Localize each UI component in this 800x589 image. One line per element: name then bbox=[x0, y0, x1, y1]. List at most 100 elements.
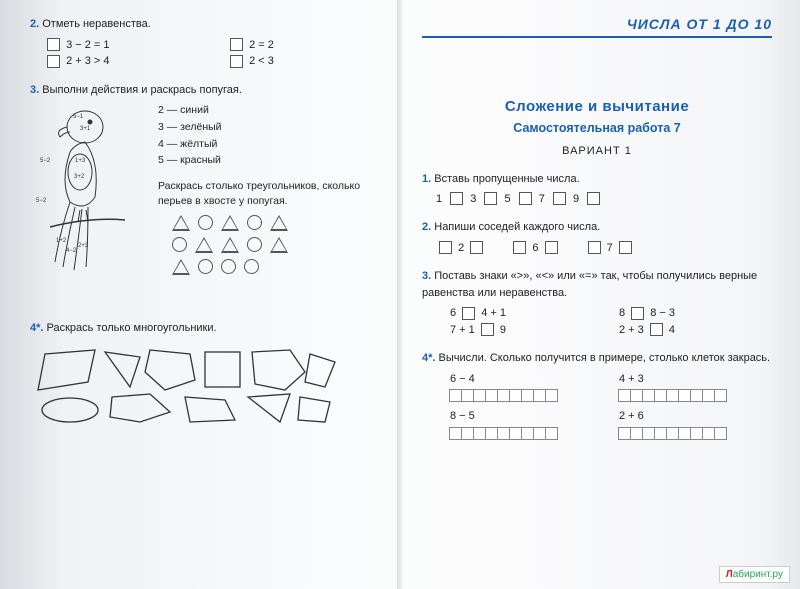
blank-box[interactable] bbox=[470, 241, 483, 254]
svg-text:5−1: 5−1 bbox=[73, 114, 84, 120]
blank-box[interactable] bbox=[519, 192, 532, 205]
task-4-num: 4*. bbox=[30, 322, 43, 334]
svg-text:3+2: 3+2 bbox=[74, 174, 85, 180]
watermark-b: абиринт.ру bbox=[733, 569, 783, 580]
grid-row[interactable] bbox=[450, 427, 589, 440]
ineq-3: 2 < 3 bbox=[249, 55, 274, 67]
triangle-icon bbox=[221, 215, 239, 231]
blank-box[interactable] bbox=[450, 192, 463, 205]
polygon-shapes bbox=[30, 342, 380, 433]
calc-r1: 2 + 6 bbox=[619, 408, 772, 425]
blank-box[interactable] bbox=[553, 192, 566, 205]
checkbox[interactable] bbox=[47, 38, 60, 51]
svg-text:4−2: 4−2 bbox=[66, 248, 77, 254]
section-subtitle: Самостоятельная работа 7 bbox=[422, 121, 772, 135]
calc-l0: 6 − 4 bbox=[450, 371, 589, 388]
task-3-right: 2 — синий 3 — зелёный 4 — жёлтый 5 — кра… bbox=[158, 102, 380, 308]
svg-text:5−2: 5−2 bbox=[40, 158, 51, 164]
legend-2: 4 — жёлтый bbox=[158, 136, 380, 153]
left-page: 2. Отметь неравенства. 3 − 2 = 1 2 + 3 >… bbox=[0, 0, 400, 589]
blank-box[interactable] bbox=[462, 307, 475, 320]
task-2-items: 3 − 2 = 1 2 + 3 > 4 2 = 2 2 < 3 bbox=[44, 37, 380, 70]
task-3-title: Выполни действия и раскрась попугая. bbox=[42, 84, 242, 96]
blank-box[interactable] bbox=[650, 323, 663, 336]
r-task-3-num: 3. bbox=[422, 270, 431, 282]
r-task-3-title: Поставь знаки «>», «<» или «=» так, чтоб… bbox=[422, 270, 757, 299]
neighbors-row: 2 6 7 bbox=[436, 240, 772, 257]
legend-1: 3 — зелёный bbox=[158, 119, 380, 136]
blank-box[interactable] bbox=[545, 241, 558, 254]
circle-icon bbox=[247, 215, 262, 230]
task-3-num: 3. bbox=[30, 84, 39, 96]
task-4-left: 4*. Раскрась только многоугольники. bbox=[30, 320, 380, 433]
r-task-1: 1. Вставь пропущенные числа. 1 3 5 7 9 bbox=[422, 171, 772, 207]
ineq-0: 3 − 2 = 1 bbox=[66, 39, 109, 51]
parrot-drawing: 5−1 3+1 5−2 1+3 3+2 5−2 1+2 4−2 2+3 bbox=[30, 102, 150, 308]
checkbox[interactable] bbox=[230, 38, 243, 51]
legend-0: 2 — синий bbox=[158, 102, 380, 119]
ineq-2: 2 + 3 > 4 bbox=[66, 55, 109, 67]
r-task-4-title: Вычисли. Сколько получится в примере, ст… bbox=[439, 352, 771, 364]
triangle-icon bbox=[195, 237, 213, 253]
r-task-3: 3. Поставь знаки «>», «<» или «=» так, ч… bbox=[422, 268, 772, 338]
svg-text:1+2: 1+2 bbox=[56, 238, 67, 244]
r-task-2: 2. Напиши соседей каждого числа. 2 6 7 bbox=[422, 219, 772, 256]
r-task-2-num: 2. bbox=[422, 221, 431, 233]
calc-l1: 8 − 5 bbox=[450, 408, 589, 425]
svg-text:1+3: 1+3 bbox=[75, 158, 86, 164]
grid-row[interactable] bbox=[619, 389, 772, 402]
task-2-title: Отметь неравенства. bbox=[42, 18, 151, 30]
task-3: 3. Выполни действия и раскрась попугая. bbox=[30, 82, 380, 308]
sequence: 1 3 5 7 9 bbox=[436, 191, 772, 208]
task-4-title: Раскрась только многоугольники. bbox=[47, 322, 217, 334]
blank-box[interactable] bbox=[481, 323, 494, 336]
legend-3: 5 — красный bbox=[158, 152, 380, 169]
triangle-icon bbox=[172, 259, 190, 275]
shapes-row-2 bbox=[172, 237, 380, 253]
r-task-4-num: 4*. bbox=[422, 352, 435, 364]
svg-text:2+3: 2+3 bbox=[78, 243, 89, 249]
circle-icon bbox=[198, 259, 213, 274]
page-header: ЧИСЛА ОТ 1 ДО 10 bbox=[422, 16, 772, 38]
ineq-1: 2 = 2 bbox=[249, 39, 274, 51]
triangle-icon bbox=[172, 215, 190, 231]
circle-icon bbox=[244, 259, 259, 274]
right-page: ЧИСЛА ОТ 1 ДО 10 Сложение и вычитание Са… bbox=[400, 0, 800, 589]
blank-box[interactable] bbox=[588, 241, 601, 254]
neighbor-val-2: 7 bbox=[607, 242, 613, 254]
checkbox[interactable] bbox=[47, 55, 60, 68]
task-2-num: 2. bbox=[30, 18, 39, 30]
calc-r0: 4 + 3 bbox=[619, 371, 772, 388]
r-task-2-title: Напиши соседей каждого числа. bbox=[434, 221, 600, 233]
circle-icon bbox=[247, 237, 262, 252]
r-task-4: 4*. Вычисли. Сколько получится в примере… bbox=[422, 350, 772, 440]
variant-label: ВАРИАНТ 1 bbox=[422, 145, 772, 157]
blank-box[interactable] bbox=[587, 192, 600, 205]
blank-box[interactable] bbox=[513, 241, 526, 254]
task-3-note: Раскрась столько треугольников, сколько … bbox=[158, 179, 380, 208]
section-title: Сложение и вычитание bbox=[422, 98, 772, 115]
shapes-row-1 bbox=[172, 215, 380, 231]
r-task-1-title: Вставь пропущенные числа. bbox=[434, 173, 579, 185]
circle-icon bbox=[172, 237, 187, 252]
circle-icon bbox=[221, 259, 236, 274]
blank-box[interactable] bbox=[619, 241, 632, 254]
svg-text:3+1: 3+1 bbox=[80, 126, 91, 132]
blank-box[interactable] bbox=[439, 241, 452, 254]
svg-text:5−2: 5−2 bbox=[36, 198, 47, 204]
triangle-icon bbox=[221, 237, 239, 253]
blank-box[interactable] bbox=[631, 307, 644, 320]
task-2: 2. Отметь неравенства. 3 − 2 = 1 2 + 3 >… bbox=[30, 16, 380, 70]
checkbox[interactable] bbox=[230, 55, 243, 68]
neighbor-val-1: 6 bbox=[532, 242, 538, 254]
triangle-icon bbox=[270, 215, 288, 231]
watermark: Лабиринт.ру bbox=[719, 566, 790, 583]
grid-row[interactable] bbox=[619, 427, 772, 440]
watermark-a: Л bbox=[726, 569, 733, 580]
grid-row[interactable] bbox=[450, 389, 589, 402]
neighbor-val-0: 2 bbox=[458, 242, 464, 254]
circle-icon bbox=[198, 215, 213, 230]
triangle-icon bbox=[270, 237, 288, 253]
r-task-1-num: 1. bbox=[422, 173, 431, 185]
blank-box[interactable] bbox=[484, 192, 497, 205]
